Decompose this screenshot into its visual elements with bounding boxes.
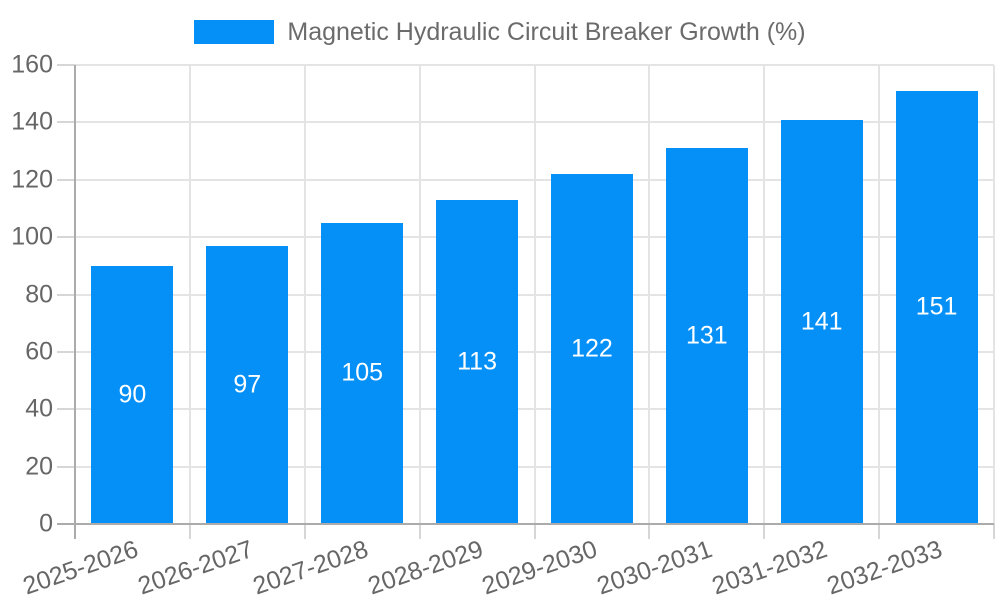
x-axis-label: 2027-2028 xyxy=(249,535,372,600)
x-gridline xyxy=(648,65,651,524)
bar-value-label: 97 xyxy=(233,370,262,399)
y-tick xyxy=(57,350,75,353)
x-tick xyxy=(303,524,306,539)
bar-value-label: 113 xyxy=(457,347,497,376)
y-tick xyxy=(57,465,75,468)
x-tick xyxy=(648,524,651,539)
bar-2029-2030[interactable] xyxy=(550,174,633,524)
y-axis-label: 0 xyxy=(39,509,53,538)
y-axis-label: 140 xyxy=(11,107,53,136)
bar-2032-2033[interactable] xyxy=(895,90,978,524)
x-tick xyxy=(878,524,881,539)
bar-2026-2027[interactable] xyxy=(206,245,289,524)
y-tick xyxy=(57,178,75,181)
y-axis-line xyxy=(74,65,76,539)
bar-2028-2029[interactable] xyxy=(436,199,519,524)
x-tick xyxy=(418,524,421,539)
x-axis-line xyxy=(57,523,994,525)
bar-value-label: 105 xyxy=(341,358,384,387)
y-tick xyxy=(57,121,75,124)
chart-legend[interactable]: Magnetic Hydraulic Circuit Breaker Growt… xyxy=(0,18,1000,46)
x-gridline xyxy=(418,65,421,524)
bar-2030-2031[interactable] xyxy=(665,148,748,524)
x-tick xyxy=(763,524,766,539)
x-axis-label: 2032-2033 xyxy=(823,535,946,600)
x-tick xyxy=(188,524,191,539)
bar-value-label: 131 xyxy=(685,321,728,350)
y-axis-label: 40 xyxy=(25,394,53,423)
y-axis-label: 80 xyxy=(25,280,53,308)
bar-value-label: 122 xyxy=(571,334,613,363)
y-axis-label: 20 xyxy=(25,452,53,481)
y-tick xyxy=(57,293,75,296)
bar-2025-2026[interactable] xyxy=(91,265,174,524)
x-gridline xyxy=(763,65,766,524)
x-gridline xyxy=(993,65,995,524)
x-axis-label: 2028-2029 xyxy=(364,535,487,600)
y-tick xyxy=(57,64,75,66)
bar-value-label: 141 xyxy=(800,307,843,336)
x-gridline xyxy=(188,65,191,524)
x-gridline xyxy=(878,65,881,524)
bar-2031-2032[interactable] xyxy=(780,119,863,524)
x-axis-label: 2030-2031 xyxy=(593,535,716,600)
y-axis-label: 60 xyxy=(25,337,53,366)
legend-label: Magnetic Hydraulic Circuit Breaker Growt… xyxy=(287,18,806,46)
x-tick xyxy=(993,524,995,539)
legend-swatch xyxy=(194,20,275,44)
y-axis-label: 120 xyxy=(11,165,53,194)
bar-value-label: 151 xyxy=(915,292,958,321)
x-axis-label: 2026-2027 xyxy=(134,535,257,600)
bar-value-label: 90 xyxy=(118,380,147,409)
x-gridline xyxy=(303,65,306,524)
x-axis-label: 2025-2026 xyxy=(19,535,142,600)
y-tick xyxy=(57,236,75,239)
y-axis-label: 160 xyxy=(11,50,53,79)
x-axis-label: 2029-2030 xyxy=(478,535,602,600)
x-gridline xyxy=(533,65,536,524)
x-tick xyxy=(533,524,536,539)
y-axis-label: 100 xyxy=(11,222,53,251)
bar-2027-2028[interactable] xyxy=(321,222,404,524)
x-axis-label: 2031-2032 xyxy=(708,535,831,600)
y-tick xyxy=(57,408,75,411)
